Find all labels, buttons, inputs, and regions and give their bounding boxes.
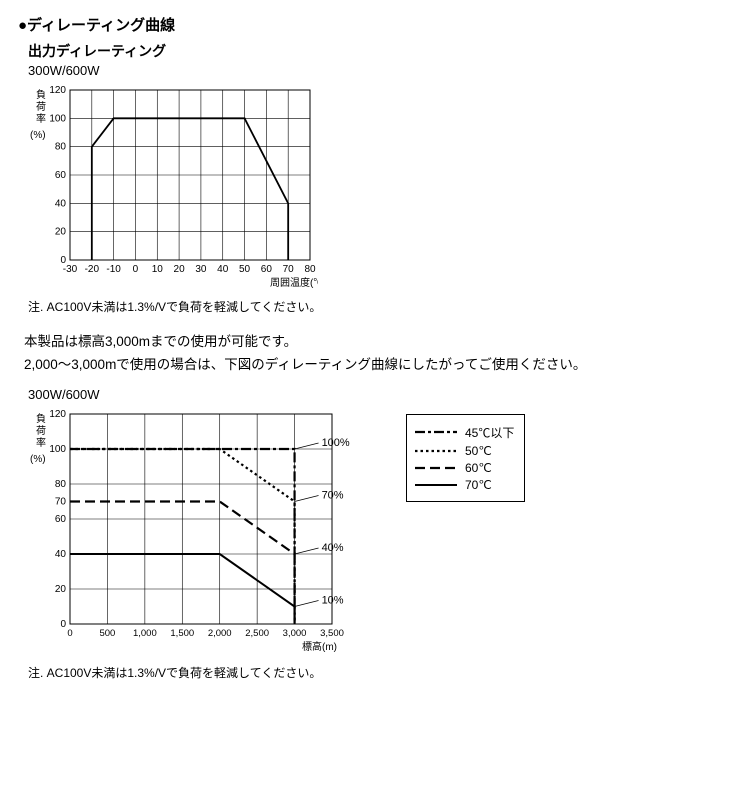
svg-text:80: 80 (55, 142, 67, 153)
legend-label: 50℃ (465, 444, 492, 458)
svg-text:80: 80 (55, 479, 67, 490)
svg-text:100%: 100% (322, 437, 350, 449)
legend-label: 45℃以下 (465, 424, 514, 441)
svg-text:60: 60 (55, 170, 67, 181)
svg-text:20: 20 (55, 584, 67, 595)
svg-text:周囲温度(℃): 周囲温度(℃) (270, 276, 318, 289)
svg-text:1,000: 1,000 (133, 628, 157, 639)
svg-text:-10: -10 (106, 264, 121, 275)
svg-text:70: 70 (283, 264, 295, 275)
svg-text:3,000: 3,000 (283, 628, 307, 639)
svg-text:50: 50 (239, 264, 251, 275)
legend-row: 60℃ (415, 461, 514, 475)
legend-label: 70℃ (465, 478, 492, 492)
chart2-container: 0 500 1,000 1,500 2,000 2,500 3,000 3,500 0 20 40 6… (28, 406, 733, 656)
chart2-svg: 0 500 1,000 1,500 2,000 2,500 3,000 3,500 0 20 40 6… (28, 406, 402, 656)
svg-text:率: 率 (36, 436, 46, 449)
svg-text:率: 率 (36, 112, 46, 125)
svg-text:-20: -20 (85, 264, 100, 275)
svg-text:荷: 荷 (36, 425, 46, 437)
svg-text:負: 負 (36, 89, 46, 101)
svg-text:2,000: 2,000 (208, 628, 232, 639)
svg-text:0: 0 (60, 619, 66, 630)
svg-text:0: 0 (60, 255, 66, 266)
svg-text:100: 100 (49, 113, 66, 124)
svg-text:(%): (%) (30, 130, 46, 141)
svg-text:120: 120 (49, 409, 66, 420)
chart1-subtitle: 出力ディレーティング (28, 41, 733, 61)
svg-text:0: 0 (67, 628, 72, 639)
svg-text:70%: 70% (322, 489, 344, 501)
svg-text:40: 40 (55, 549, 67, 560)
svg-text:70: 70 (55, 496, 67, 507)
svg-text:500: 500 (99, 628, 115, 639)
chart1-svg: -30-20-100102030405060708002040608010012… (28, 82, 318, 290)
legend-row: 50℃ (415, 444, 514, 458)
chart2-legend: 45℃以下 50℃ 60℃ 70℃ (406, 414, 525, 502)
svg-text:0: 0 (133, 264, 139, 275)
svg-text:負: 負 (36, 413, 46, 425)
svg-text:20: 20 (174, 264, 186, 275)
altitude-paragraph: 本製品は標高3,000mまでの使用が可能です。 2,000～3,000mで使用の… (24, 331, 733, 377)
svg-text:100: 100 (49, 444, 66, 455)
svg-text:60: 60 (261, 264, 273, 275)
svg-text:80: 80 (304, 264, 316, 275)
svg-text:標高(m): 標高(m) (302, 640, 337, 653)
svg-text:30: 30 (195, 264, 207, 275)
legend-row: 45℃以下 (415, 424, 514, 441)
section-title: ●ディレーティング曲線 (18, 14, 733, 35)
legend-row: 70℃ (415, 478, 514, 492)
chart1-model: 300W/600W (28, 63, 733, 78)
chart2-note: 注. AC100V未満は1.3%/Vで負荷を軽減してください。 (28, 664, 733, 681)
svg-text:40: 40 (55, 198, 67, 209)
svg-text:荷: 荷 (36, 101, 46, 113)
svg-text:40: 40 (217, 264, 229, 275)
svg-text:1,500: 1,500 (170, 628, 194, 639)
svg-text:2,500: 2,500 (245, 628, 269, 639)
svg-text:(%): (%) (30, 454, 46, 465)
svg-text:20: 20 (55, 227, 67, 238)
svg-text:10: 10 (152, 264, 164, 275)
svg-text:120: 120 (49, 85, 66, 96)
altitude-line2: 2,000～3,000mで使用の場合は、下図のディレーティング曲線にしたがってご… (24, 357, 586, 372)
chart1-note: 注. AC100V未満は1.3%/Vで負荷を軽減してください。 (28, 298, 733, 315)
svg-text:60: 60 (55, 514, 67, 525)
svg-text:40%: 40% (322, 542, 344, 554)
altitude-line1: 本製品は標高3,000mまでの使用が可能です。 (24, 334, 297, 349)
chart2-model: 300W/600W (28, 387, 733, 402)
svg-text:10%: 10% (322, 594, 344, 606)
legend-label: 60℃ (465, 461, 492, 475)
chart1-container: -30-20-100102030405060708002040608010012… (28, 82, 733, 290)
svg-text:3,500: 3,500 (320, 628, 344, 639)
